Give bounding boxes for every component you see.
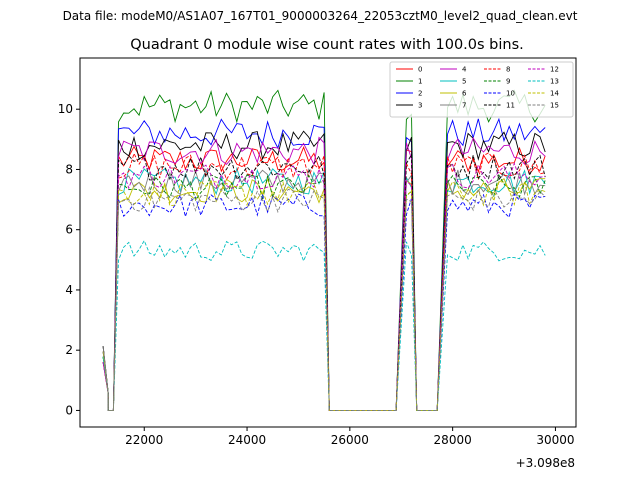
series-line-13 [102,239,546,411]
series-line-6 [102,177,546,411]
legend-label-1: 1 [418,78,422,86]
x-tick-label: 30000 [536,433,574,447]
y-tick-label: 4 [65,283,73,297]
chart-title: Quadrant 0 module wise count rates with … [130,37,524,53]
x-tick-label: 22000 [125,433,163,447]
x-axis: 22000 24000 26000 28000 30000 [125,427,575,447]
series-line-3 [102,130,546,411]
legend-label-7: 7 [462,102,466,110]
series-line-9 [102,173,546,411]
legend-label-9: 9 [506,78,510,86]
x-axis-offset-label: +3.098e8 [516,456,575,470]
y-tick-label: 2 [65,343,73,357]
y-axis: 0 2 4 6 8 10 [58,102,80,417]
y-tick-label: 0 [65,403,73,417]
series-line-12 [102,162,546,411]
legend-label-2: 2 [418,90,422,98]
legend-label-6: 6 [462,90,467,98]
series-layer [102,89,546,411]
series-line-0 [102,145,546,411]
plot-frame [79,57,577,428]
legend-label-15: 15 [550,102,559,110]
legend-label-13: 13 [550,78,559,86]
chart-suptitle: Data file: modeM0/AS1A07_167T01_90000032… [63,9,578,23]
legend-label-8: 8 [506,66,510,74]
series-line-10 [102,193,546,411]
legend-label-11: 11 [506,102,515,110]
legend-label-3: 3 [418,102,422,110]
legend-box [389,61,574,118]
x-tick-label: 24000 [228,433,266,447]
series-line-4 [102,136,546,411]
series-line-14 [102,180,546,411]
x-tick-label: 28000 [434,433,472,447]
legend-label-14: 14 [550,90,559,98]
legend-label-12: 12 [550,66,559,74]
series-line-15 [102,186,546,411]
series-line-2 [102,117,546,411]
legend-label-10: 10 [506,90,515,98]
legend-label-0: 0 [418,66,422,74]
y-tick-label: 6 [65,223,73,237]
y-tick-label: 8 [65,162,73,176]
legend-label-4: 4 [462,66,467,74]
legend-label-5: 5 [462,78,466,86]
y-tick-label: 10 [58,102,73,116]
x-tick-label: 26000 [331,433,369,447]
